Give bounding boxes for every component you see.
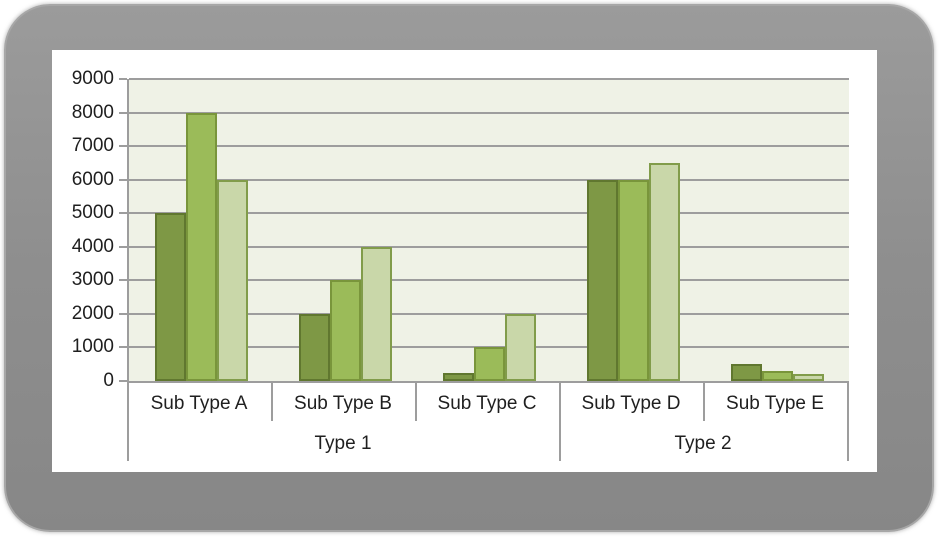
bar-dark-green-3 [586, 180, 618, 381]
y-tick-mark [119, 312, 127, 315]
y-tick-mark [119, 245, 127, 248]
gridline-9000 [129, 78, 849, 80]
bar-dark-green-1 [298, 314, 330, 381]
subtype-separator [271, 381, 273, 421]
y-tick-label: 1000 [71, 336, 114, 358]
bar-dark-green-2 [442, 373, 474, 381]
y-tick-label: 6000 [71, 168, 114, 190]
y-tick-mark [119, 279, 127, 282]
y-tick-label: 4000 [71, 235, 114, 257]
y-tick-label: 8000 [71, 101, 114, 123]
type-separator [559, 381, 561, 461]
bar-light-green-2 [504, 314, 536, 381]
gridline-7000 [129, 145, 849, 148]
category-label: Sub Type B [294, 393, 392, 414]
y-tick-label: 3000 [71, 269, 114, 291]
gridline-3000 [129, 279, 849, 282]
y-tick-mark [119, 380, 127, 382]
y-tick-mark [119, 111, 127, 114]
y-tick-label: 0 [103, 370, 114, 391]
gridline-4000 [129, 245, 849, 248]
gridline-8000 [129, 111, 849, 114]
category-label: Sub Type A [150, 393, 248, 414]
gridline-6000 [129, 178, 849, 181]
gridline-2000 [129, 312, 849, 315]
chart-canvas: 0 1000 2000 3000 4000 5000 6000 7000 8000 9000 Su… [52, 50, 877, 472]
type-group-label: Type 1 [314, 433, 372, 454]
y-tick-label: 9000 [71, 68, 114, 89]
y-tick-label: 2000 [71, 302, 114, 324]
bar-dark-green-4 [730, 364, 762, 381]
y-tick-mark [119, 78, 127, 80]
subtype-separator [415, 381, 417, 421]
y-tick-mark [119, 212, 127, 215]
category-label: Sub Type E [726, 393, 824, 414]
bar-light-green-4 [792, 374, 824, 381]
y-tick-mark [119, 145, 127, 148]
bar-dark-green-0 [154, 213, 186, 381]
bar-mid-green-4 [761, 371, 793, 381]
y-tick-mark [119, 346, 127, 349]
bar-mid-green-1 [329, 280, 361, 381]
type-separator [127, 381, 129, 461]
bar-light-green-1 [360, 247, 392, 381]
category-label: Sub Type D [581, 393, 681, 414]
y-tick-label: 7000 [71, 135, 114, 157]
type-separator [847, 381, 849, 461]
subtype-separator [703, 381, 705, 421]
y-tick-mark [119, 178, 127, 181]
bar-mid-green-0 [185, 113, 217, 381]
type-group-label: Type 2 [674, 433, 732, 454]
plot-area [127, 78, 849, 383]
slide-background-frame: 0 1000 2000 3000 4000 5000 6000 7000 8000 9000 Su… [4, 4, 934, 532]
category-label: Sub Type C [437, 393, 537, 414]
gridline-5000 [129, 212, 849, 215]
bar-light-green-3 [648, 163, 680, 381]
y-tick-label: 5000 [71, 202, 114, 224]
bar-mid-green-2 [473, 347, 505, 381]
bar-light-green-0 [216, 180, 248, 381]
bar-mid-green-3 [617, 180, 649, 381]
